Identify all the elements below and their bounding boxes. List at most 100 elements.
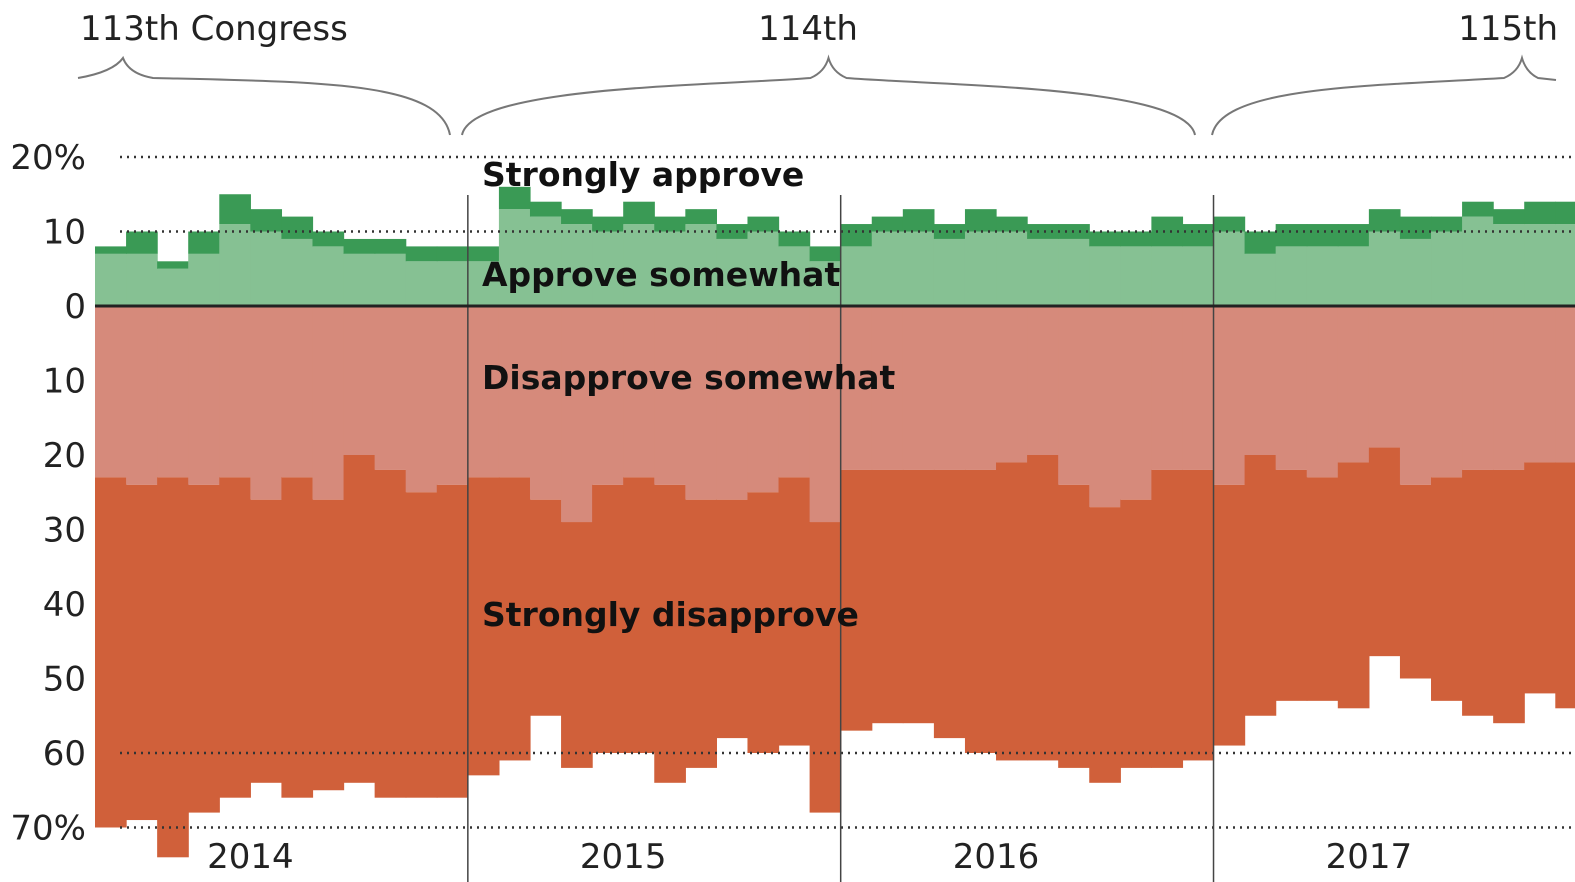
strongly-disapprove-bar xyxy=(561,522,593,768)
strongly-approve-bar xyxy=(343,238,376,254)
disapprove-somewhat-bar xyxy=(1089,306,1121,508)
strongly-approve-bar xyxy=(1368,209,1401,232)
year-label: 2015 xyxy=(580,837,667,877)
strongly-approve-bar xyxy=(1399,216,1432,239)
strongly-approve-bar xyxy=(188,231,220,254)
disapprove-somewhat-bar xyxy=(343,306,376,455)
approve-somewhat-bar xyxy=(1431,231,1463,306)
approve-somewhat-bar xyxy=(840,246,873,306)
y-tick-label: 50 xyxy=(43,660,86,700)
approve-somewhat-bar xyxy=(281,238,314,306)
disapprove-somewhat-bar xyxy=(157,306,189,478)
approve-somewhat-bar xyxy=(592,231,624,306)
strongly-disapprove-bar xyxy=(1524,462,1556,694)
approve-somewhat-bar xyxy=(436,261,469,306)
strongly-disapprove-bar xyxy=(343,455,376,783)
approve-somewhat-bar xyxy=(1120,246,1152,306)
disapprove-somewhat-bar xyxy=(685,306,717,500)
strongly-disapprove-bar xyxy=(1027,455,1059,761)
disapprove-somewhat-bar xyxy=(95,306,127,478)
approve-somewhat-bar xyxy=(343,253,376,306)
strongly-disapprove-bar xyxy=(1368,447,1401,657)
congress-label: 115th xyxy=(1458,9,1558,49)
strongly-disapprove-bar xyxy=(281,477,314,798)
approve-somewhat-bar xyxy=(1493,224,1525,306)
approve-somewhat-bar xyxy=(1151,246,1184,306)
congress-brace xyxy=(461,54,1196,136)
strongly-disapprove-bar xyxy=(1058,484,1090,768)
disapprove-somewhat-bar xyxy=(840,306,873,470)
strongly-approve-bar xyxy=(747,216,780,232)
strongly-disapprove-bar xyxy=(1120,499,1152,768)
strongly-disapprove-bar xyxy=(126,484,158,821)
disapprove-somewhat-bar xyxy=(1431,306,1463,478)
strongly-approve-bar xyxy=(95,246,127,254)
disapprove-somewhat-bar xyxy=(747,306,780,493)
approve-somewhat-bar xyxy=(1555,224,1575,306)
congress-labels: 113th Congress 114th 115th xyxy=(80,9,1558,49)
strongly-approve-bar xyxy=(436,246,469,262)
approve-somewhat-bar xyxy=(95,253,127,306)
disapprove-somewhat-bar xyxy=(436,306,469,485)
strongly-disapprove-bar xyxy=(623,477,655,753)
strongly-approve-bar xyxy=(1089,231,1121,247)
approve-somewhat-bar xyxy=(685,224,717,306)
strongly-approve-bar xyxy=(561,209,593,225)
strongly-approve-bar xyxy=(840,224,873,247)
approve-somewhat-bar xyxy=(778,246,811,306)
disapprove-somewhat-bar xyxy=(1493,306,1525,470)
congress-brace xyxy=(1211,54,1557,136)
approve-somewhat-bar xyxy=(1275,246,1308,306)
strongly-approve-bar xyxy=(1213,216,1246,232)
strongly-disapprove-bar xyxy=(467,477,500,776)
approve-somewhat-bar xyxy=(188,253,220,306)
disapprove-somewhat-bar xyxy=(1306,306,1339,478)
disapprove-somewhat-bar xyxy=(871,306,904,470)
approve-somewhat-bar xyxy=(623,224,655,306)
strongly-disapprove-bar xyxy=(1555,462,1575,709)
disapprove-somewhat-bar xyxy=(126,306,158,485)
disapprove-somewhat-bar xyxy=(1524,306,1556,463)
strongly-disapprove-bar xyxy=(840,469,873,731)
strongly-approve-bar xyxy=(405,246,438,262)
y-tick-label: 20 xyxy=(43,436,86,476)
disapprove-somewhat-bar xyxy=(281,306,314,478)
strongly-approve-bar xyxy=(592,216,624,232)
strongly-approve-bar xyxy=(902,209,935,232)
strongly-approve-bar xyxy=(498,186,531,210)
approve-somewhat-bar xyxy=(964,231,997,306)
strongly-disapprove-bar xyxy=(1213,484,1246,746)
disapprove-somewhat-bar xyxy=(467,306,500,478)
strongly-approve-bar xyxy=(623,201,655,225)
disapprove-somewhat-bar xyxy=(1151,306,1184,470)
y-tick-label: 10 xyxy=(43,213,86,253)
strongly-approve-bar xyxy=(871,216,904,232)
strongly-disapprove-bar xyxy=(996,462,1028,761)
disapprove-somewhat-bar xyxy=(1399,306,1432,485)
strongly-approve-bar xyxy=(374,238,407,254)
disapprove-somewhat-bar xyxy=(1337,306,1370,463)
approve-somewhat-bar xyxy=(467,261,500,306)
approve-somewhat-bar xyxy=(1462,216,1494,306)
strongly-approve-bar xyxy=(685,209,717,225)
strongly-disapprove-bar xyxy=(250,499,283,783)
strongly-disapprove-bar xyxy=(1431,477,1463,701)
strongly-approve-bar xyxy=(1524,201,1556,225)
strongly-disapprove-bar xyxy=(188,484,220,813)
approve-somewhat-bar xyxy=(374,253,407,306)
disapprove-somewhat-bar xyxy=(1027,306,1059,455)
approve-somewhat-bar xyxy=(1399,238,1432,306)
approve-somewhat-bar xyxy=(871,231,904,306)
strongly-disapprove-bar xyxy=(312,499,345,791)
strongly-disapprove-bar xyxy=(1493,469,1525,724)
strongly-disapprove-bar xyxy=(902,469,935,724)
disapprove-somewhat-bar xyxy=(498,306,531,478)
strongly-approve-bar xyxy=(529,201,562,217)
approve-somewhat-bar xyxy=(1027,238,1059,306)
y-tick-label: 20% xyxy=(10,138,86,178)
strongly-disapprove-bar xyxy=(933,469,966,739)
disapprove-somewhat-bar xyxy=(592,306,624,485)
congress-label: 114th xyxy=(758,9,858,49)
strongly-approve-bar xyxy=(1337,224,1370,247)
approve-somewhat-bar xyxy=(561,224,593,306)
